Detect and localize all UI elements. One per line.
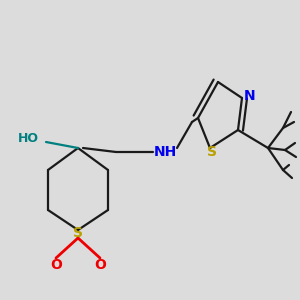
Text: N: N <box>244 89 256 103</box>
Text: HO: HO <box>17 131 38 145</box>
Text: NH: NH <box>153 145 177 159</box>
Text: O: O <box>94 258 106 272</box>
Text: S: S <box>73 226 83 240</box>
Text: S: S <box>207 145 217 159</box>
Text: O: O <box>50 258 62 272</box>
